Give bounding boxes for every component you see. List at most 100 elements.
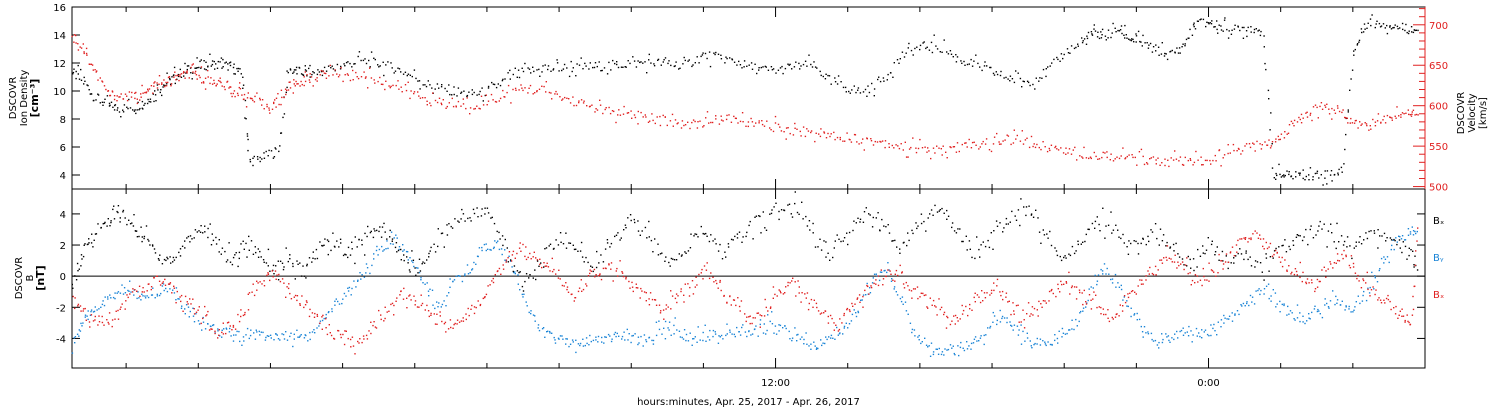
data-point [638, 342, 640, 344]
data-point [394, 70, 397, 72]
data-point [1412, 295, 1414, 298]
data-point [800, 301, 802, 303]
data-point [608, 61, 610, 64]
data-point [648, 236, 650, 238]
data-point [843, 312, 845, 315]
data-point [84, 307, 86, 310]
data-point [626, 328, 628, 331]
data-point [724, 62, 726, 64]
data-point [297, 336, 299, 338]
data-point [398, 68, 401, 70]
data-point [1215, 275, 1217, 277]
data-point [1309, 167, 1312, 169]
data-point [1180, 263, 1182, 265]
data-point [415, 77, 417, 80]
data-point [810, 130, 813, 132]
data-point [1023, 327, 1026, 329]
data-point [489, 284, 491, 286]
data-point [865, 207, 867, 209]
data-point [1359, 236, 1361, 238]
data-point [1185, 38, 1188, 41]
data-point [696, 56, 698, 58]
data-point [85, 52, 88, 55]
data-point [138, 285, 141, 287]
data-point [705, 117, 707, 119]
data-point [587, 261, 589, 264]
data-point [140, 96, 142, 98]
data-point [383, 74, 385, 77]
data-point [502, 268, 505, 270]
data-point [94, 69, 96, 71]
data-point [633, 60, 636, 62]
data-point [764, 227, 766, 229]
data-point [482, 104, 485, 106]
data-point [1288, 124, 1291, 126]
data-point [817, 246, 819, 248]
data-point [457, 220, 459, 222]
data-point [107, 298, 109, 300]
data-point [451, 94, 453, 96]
data-point [1225, 255, 1227, 257]
data-point [530, 258, 532, 260]
data-point [481, 246, 483, 249]
data-point [252, 253, 255, 255]
data-point [380, 236, 383, 238]
data-point [1177, 261, 1179, 263]
data-point [207, 227, 209, 230]
data-point [248, 235, 250, 238]
data-point [771, 69, 774, 71]
data-point [220, 253, 222, 255]
data-point [1302, 271, 1304, 274]
data-point [456, 95, 458, 97]
data-point [1336, 105, 1339, 107]
data-point [1237, 239, 1239, 242]
data-point [756, 312, 758, 314]
data-point [1190, 284, 1192, 286]
data-point [274, 147, 276, 149]
data-point [1016, 134, 1018, 137]
data-point [568, 75, 571, 78]
data-point [1222, 157, 1224, 159]
data-point [1411, 111, 1413, 113]
data-point [82, 322, 84, 324]
data-point [1310, 225, 1312, 227]
data-point [762, 211, 764, 213]
data-point [853, 85, 855, 87]
data-point [1205, 25, 1207, 28]
data-point [930, 41, 933, 44]
data-point [216, 83, 218, 85]
data-point [990, 289, 993, 292]
data-point [82, 310, 84, 312]
data-point [1330, 223, 1332, 225]
data-point [1372, 118, 1374, 121]
data-point [784, 325, 786, 327]
data-point [354, 262, 356, 265]
data-point [1223, 322, 1225, 324]
data-point [520, 84, 522, 86]
data-point [1296, 304, 1299, 306]
data-point [1373, 288, 1375, 290]
data-point [421, 263, 423, 265]
data-point [643, 334, 646, 336]
data-point [165, 259, 167, 262]
data-point [263, 285, 266, 287]
data-point [804, 60, 807, 62]
data-point [107, 296, 109, 298]
data-point [257, 158, 259, 160]
data-point [803, 343, 805, 345]
data-point [1193, 161, 1196, 164]
data-point [316, 313, 318, 316]
data-point [844, 86, 847, 89]
data-point [827, 132, 829, 135]
data-point [604, 336, 606, 338]
data-point [1044, 343, 1047, 345]
data-point [377, 254, 379, 256]
data-point [126, 99, 129, 102]
data-point [438, 302, 440, 304]
data-point [1390, 248, 1392, 251]
data-point [721, 258, 724, 260]
data-point [1292, 244, 1295, 246]
data-point [411, 75, 413, 78]
data-point [1189, 272, 1191, 274]
data-point [235, 334, 237, 336]
